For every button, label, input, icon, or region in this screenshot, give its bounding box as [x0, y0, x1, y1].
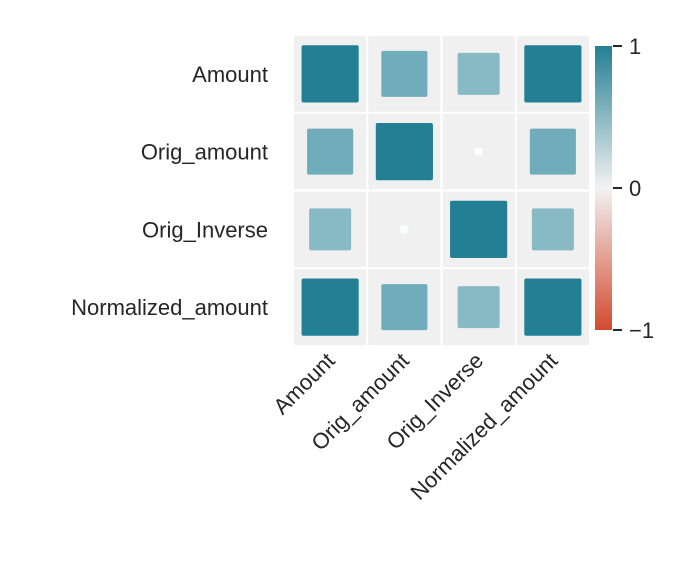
- cell-marker: [400, 225, 409, 234]
- cell-marker: [531, 208, 574, 251]
- cell-marker: [301, 45, 359, 103]
- cell-marker: [474, 147, 483, 156]
- colorbar: [595, 46, 612, 330]
- y-tick-label: Amount: [192, 62, 268, 87]
- colorbar-tick-label: 1: [629, 34, 641, 59]
- cell-marker: [375, 123, 433, 181]
- cell-marker: [309, 208, 352, 251]
- cell-marker: [457, 52, 500, 95]
- y-tick-label: Orig_Inverse: [142, 217, 268, 242]
- cell-marker: [307, 128, 354, 175]
- cell-marker: [524, 278, 582, 336]
- cell-marker: [301, 278, 359, 336]
- cell-marker: [524, 45, 582, 103]
- y-tick-label: Normalized_amount: [71, 295, 268, 320]
- cell-marker: [381, 284, 428, 331]
- cell-marker: [457, 286, 500, 329]
- colorbar-tick-label: 0: [629, 176, 641, 201]
- y-tick-label: Orig_amount: [141, 140, 268, 165]
- x-tick-label: Amount: [268, 348, 339, 419]
- cell-marker: [381, 50, 428, 97]
- colorbar-tick-label: −1: [629, 318, 654, 343]
- x-tick-label: Normalized_amount: [406, 348, 563, 505]
- cell-marker: [529, 128, 576, 175]
- cell-marker: [450, 200, 508, 258]
